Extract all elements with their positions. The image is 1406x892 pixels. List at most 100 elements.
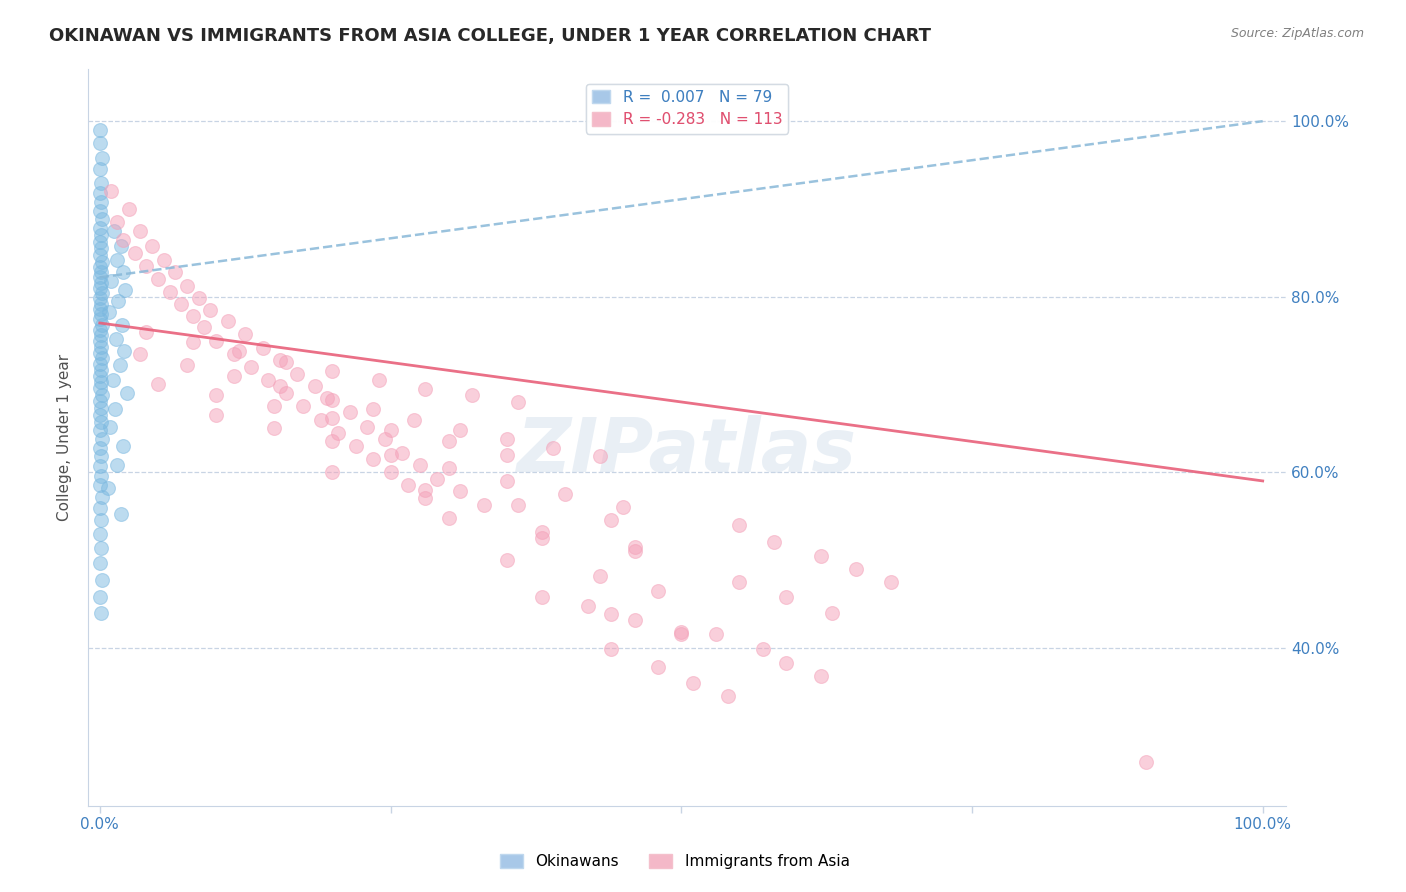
Point	[647, 583, 669, 598]
Point	[89, 334, 111, 348]
Point	[105, 252, 128, 267]
Point	[105, 215, 128, 229]
Point	[91, 351, 114, 365]
Point	[728, 574, 751, 589]
Point	[380, 465, 402, 479]
Point	[112, 265, 135, 279]
Point	[90, 401, 112, 416]
Point	[356, 419, 378, 434]
Point	[108, 358, 131, 372]
Point	[100, 185, 122, 199]
Point	[263, 421, 285, 435]
Point	[98, 419, 121, 434]
Point	[159, 285, 181, 300]
Point	[90, 228, 112, 243]
Point	[112, 439, 135, 453]
Point	[89, 458, 111, 473]
Point	[671, 626, 693, 640]
Point	[728, 517, 751, 532]
Point	[380, 423, 402, 437]
Point	[576, 599, 599, 613]
Point	[112, 344, 135, 359]
Point	[91, 151, 114, 165]
Point	[257, 373, 280, 387]
Point	[554, 487, 576, 501]
Point	[321, 434, 343, 449]
Point	[90, 340, 112, 354]
Point	[437, 434, 460, 449]
Point	[344, 439, 367, 453]
Point	[495, 474, 517, 488]
Point	[89, 281, 111, 295]
Point	[110, 239, 132, 253]
Point	[89, 136, 111, 150]
Point	[589, 450, 612, 464]
Point	[90, 512, 112, 526]
Point	[374, 432, 396, 446]
Point	[292, 400, 315, 414]
Point	[105, 332, 128, 346]
Point	[90, 328, 112, 343]
Point	[90, 241, 112, 255]
Point	[600, 607, 623, 622]
Point	[775, 657, 797, 671]
Point	[89, 368, 111, 383]
Point	[89, 323, 111, 337]
Point	[415, 491, 437, 506]
Point	[89, 441, 111, 455]
Point	[89, 235, 111, 250]
Point	[623, 540, 645, 554]
Point	[717, 689, 740, 703]
Point	[98, 305, 121, 319]
Point	[146, 272, 169, 286]
Point	[89, 292, 111, 306]
Point	[682, 675, 704, 690]
Point	[328, 425, 350, 440]
Point	[110, 508, 132, 522]
Point	[361, 452, 384, 467]
Point	[135, 259, 157, 273]
Point	[495, 553, 517, 567]
Point	[89, 590, 111, 604]
Point	[775, 590, 797, 604]
Point	[97, 481, 120, 495]
Point	[91, 318, 114, 332]
Point	[176, 358, 198, 372]
Point	[408, 458, 430, 472]
Point	[415, 382, 437, 396]
Point	[152, 252, 174, 267]
Point	[600, 642, 623, 657]
Point	[304, 379, 326, 393]
Point	[321, 410, 343, 425]
Point	[751, 642, 773, 657]
Point	[449, 484, 471, 499]
Point	[530, 590, 553, 604]
Point	[90, 363, 112, 377]
Point	[426, 472, 449, 486]
Point	[187, 292, 209, 306]
Point	[90, 276, 112, 290]
Point	[90, 606, 112, 620]
Point	[89, 186, 111, 201]
Point	[810, 549, 832, 563]
Point	[129, 347, 152, 361]
Point	[91, 432, 114, 446]
Point	[89, 346, 111, 360]
Point	[380, 448, 402, 462]
Point	[107, 293, 129, 308]
Point	[228, 344, 250, 359]
Point	[118, 202, 141, 216]
Point	[623, 613, 645, 627]
Point	[821, 606, 844, 620]
Point	[1135, 755, 1157, 769]
Point	[89, 408, 111, 422]
Point	[105, 458, 128, 472]
Point	[367, 373, 389, 387]
Point	[114, 283, 136, 297]
Point	[495, 448, 517, 462]
Point	[472, 499, 495, 513]
Point	[402, 412, 425, 426]
Point	[321, 393, 343, 408]
Point	[530, 524, 553, 539]
Text: OKINAWAN VS IMMIGRANTS FROM ASIA COLLEGE, UNDER 1 YEAR CORRELATION CHART: OKINAWAN VS IMMIGRANTS FROM ASIA COLLEGE…	[49, 27, 931, 45]
